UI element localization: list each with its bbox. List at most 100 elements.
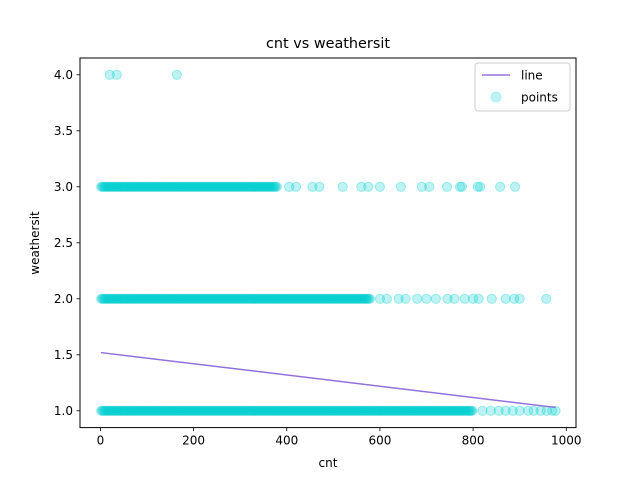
scatter-point bbox=[259, 181, 270, 192]
scatter-point bbox=[100, 293, 111, 304]
scatter-point bbox=[389, 405, 400, 416]
scatter-point bbox=[131, 293, 142, 304]
scatter-point bbox=[148, 293, 160, 304]
scatter-point bbox=[145, 293, 156, 304]
scatter-point bbox=[226, 293, 237, 304]
scatter-point bbox=[193, 181, 204, 192]
scatter-point bbox=[474, 181, 486, 192]
scatter-point bbox=[447, 405, 459, 416]
scatter-point bbox=[541, 293, 552, 304]
scatter-point bbox=[119, 405, 130, 416]
scatter-point bbox=[235, 181, 246, 192]
scatter-point bbox=[443, 405, 454, 416]
scatter-point bbox=[251, 181, 262, 192]
scatter-point bbox=[424, 181, 435, 192]
scatter-point bbox=[307, 293, 318, 304]
x-axis: 0 200 400 600 800 1000 bbox=[97, 427, 582, 448]
scatter-point bbox=[213, 405, 224, 416]
scatter-point bbox=[111, 181, 122, 192]
scatter-point bbox=[345, 405, 356, 416]
scatter-point bbox=[178, 181, 189, 192]
scatter-point bbox=[257, 405, 269, 416]
scatter-point bbox=[460, 405, 471, 416]
scatter-point bbox=[160, 181, 171, 192]
scatter-point bbox=[449, 405, 461, 416]
plot-area bbox=[95, 69, 561, 416]
scatter-point bbox=[341, 293, 352, 304]
scatter-point bbox=[99, 181, 110, 192]
scatter-point bbox=[303, 293, 314, 304]
scatter-point bbox=[194, 293, 205, 304]
scatter-point bbox=[522, 405, 534, 416]
scatter-point bbox=[325, 293, 337, 304]
scatter-point bbox=[131, 405, 142, 416]
scatter-point bbox=[236, 293, 247, 304]
scatter-point bbox=[223, 405, 234, 416]
scatter-point bbox=[211, 181, 222, 192]
scatter-point bbox=[134, 293, 145, 304]
scatter-point bbox=[225, 293, 236, 304]
scatter-point bbox=[157, 181, 168, 192]
scatter-point bbox=[197, 181, 208, 192]
scatter-point bbox=[493, 405, 504, 416]
scatter-point bbox=[216, 405, 228, 416]
scatter-point bbox=[547, 405, 558, 416]
scatter-point bbox=[229, 405, 241, 416]
scatter-point bbox=[427, 405, 438, 416]
scatter-point bbox=[203, 293, 215, 304]
scatter-point bbox=[347, 405, 358, 416]
scatter-point bbox=[322, 293, 333, 304]
scatter-point bbox=[433, 405, 444, 416]
scatter-point bbox=[104, 405, 115, 416]
scatter-point bbox=[179, 405, 190, 416]
scatter-point bbox=[360, 405, 371, 416]
scatter-point bbox=[318, 405, 329, 416]
scatter-point bbox=[203, 405, 215, 416]
scatter-point bbox=[106, 293, 117, 304]
scatter-point bbox=[250, 181, 261, 192]
scatter-point bbox=[271, 293, 283, 304]
scatter-point bbox=[126, 181, 137, 192]
scatter-point bbox=[317, 405, 328, 416]
scatter-point bbox=[385, 405, 396, 416]
scatter-point bbox=[157, 293, 168, 304]
scatter-point bbox=[243, 293, 255, 304]
scatter-point bbox=[246, 181, 257, 192]
scatter-point bbox=[299, 405, 311, 416]
scatter-point bbox=[188, 181, 199, 192]
scatter-point bbox=[147, 293, 159, 304]
scatter-point bbox=[98, 293, 109, 304]
scatter-point bbox=[150, 405, 161, 416]
scatter-point bbox=[347, 293, 358, 304]
scatter-point bbox=[230, 293, 242, 304]
scatter-point bbox=[183, 405, 194, 416]
y-tick-label: 1.5 bbox=[54, 348, 73, 362]
scatter-point bbox=[361, 293, 372, 304]
scatter-point bbox=[352, 405, 363, 416]
scatter-point bbox=[444, 405, 455, 416]
scatter-point bbox=[97, 293, 108, 304]
scatter-point bbox=[109, 181, 120, 192]
scatter-point bbox=[143, 293, 154, 304]
scatter-point bbox=[265, 181, 276, 192]
scatter-point bbox=[399, 405, 410, 416]
scatter-point bbox=[263, 293, 274, 304]
scatter-point bbox=[406, 405, 418, 416]
scatter-point bbox=[509, 181, 521, 192]
scatter-point bbox=[243, 405, 255, 416]
scatter-point bbox=[358, 293, 369, 304]
scatter-point bbox=[227, 181, 238, 192]
scatter-point bbox=[256, 405, 268, 416]
scatter-point bbox=[207, 293, 218, 304]
scatter-point bbox=[263, 405, 274, 416]
scatter-point bbox=[158, 405, 169, 416]
scatter-point bbox=[259, 405, 270, 416]
scatter-point bbox=[108, 293, 120, 304]
scatter-point bbox=[379, 405, 391, 416]
scatter-point bbox=[176, 405, 188, 416]
scatter-point bbox=[294, 293, 305, 304]
scatter-point bbox=[288, 293, 299, 304]
scatter-point bbox=[229, 293, 241, 304]
scatter-point bbox=[133, 293, 144, 304]
